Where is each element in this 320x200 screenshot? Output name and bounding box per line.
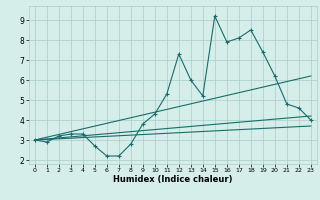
X-axis label: Humidex (Indice chaleur): Humidex (Indice chaleur) xyxy=(113,175,233,184)
